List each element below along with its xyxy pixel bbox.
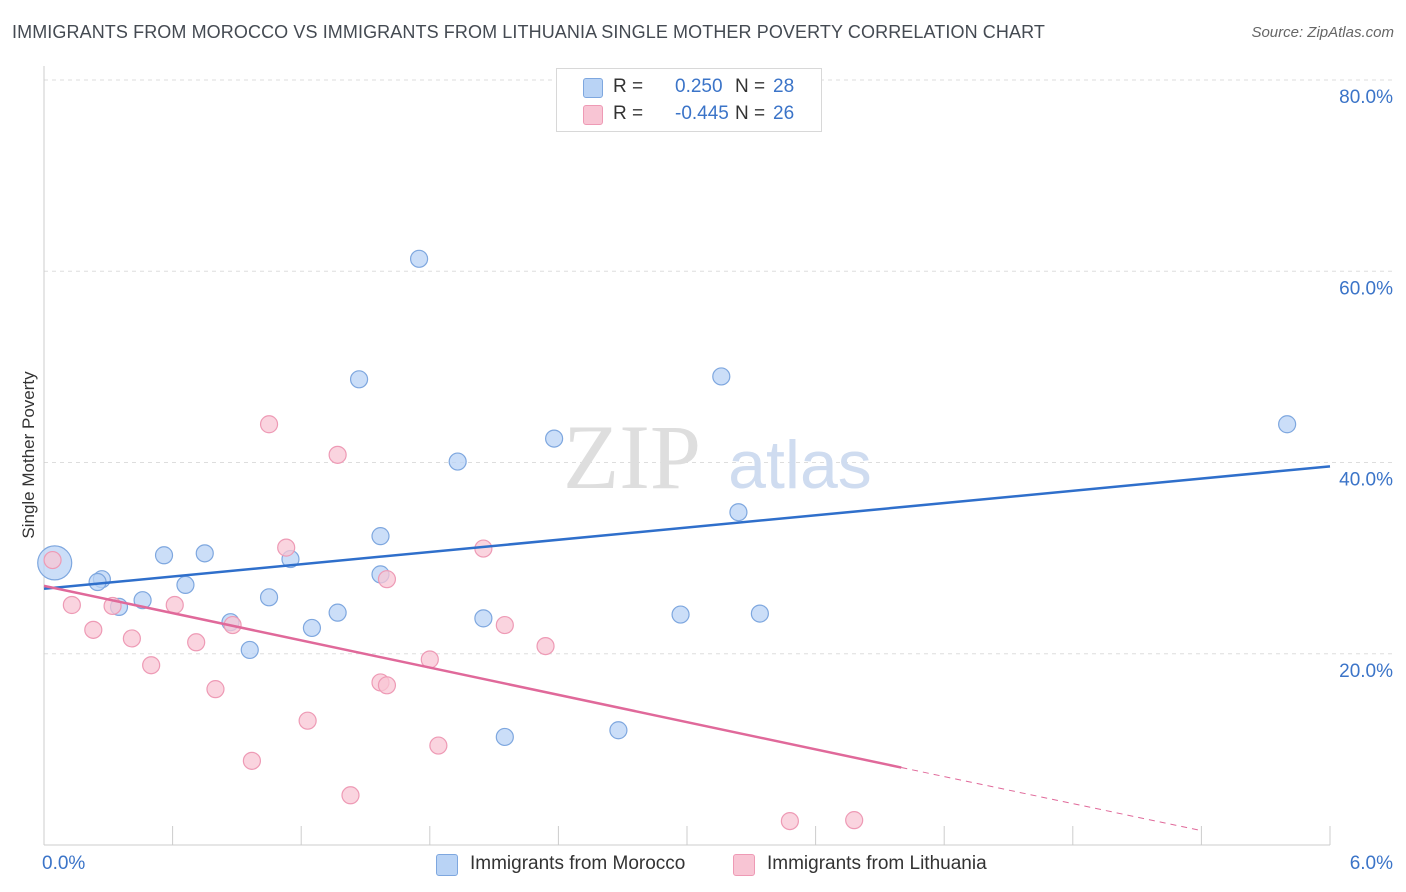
chart-title: IMMIGRANTS FROM MOROCCO VS IMMIGRANTS FR…: [12, 22, 1045, 42]
morocco-r-label: R =: [613, 76, 644, 97]
lithuania-point: [206, 680, 225, 699]
lithuania-point: [377, 676, 397, 695]
lithuania-point: [165, 595, 184, 615]
axes: [43, 66, 1331, 846]
morocco-swatch: [583, 78, 603, 98]
morocco-n-label: N =: [735, 76, 766, 97]
source-label: Source: ZipAtlas.com: [1251, 24, 1394, 41]
morocco-point: [609, 721, 628, 740]
lithuania-point: [122, 629, 141, 648]
watermark: ZIP atlas: [563, 406, 872, 508]
watermark-zip: ZIP: [563, 406, 701, 508]
data-points: [37, 249, 1297, 831]
morocco-point: [133, 591, 152, 610]
bottom-legend-morocco: Immigrants from Morocco: [436, 852, 716, 876]
lithuania-point: [377, 570, 397, 589]
morocco-point: [240, 640, 259, 660]
morocco-point: [474, 609, 493, 628]
morocco-point: [495, 727, 514, 747]
bottom-legend-lithuania: Immigrants from Lithuania: [733, 852, 1023, 876]
y-tick-label: 40.0%: [1339, 470, 1393, 491]
lithuania-r-value: -0.445: [675, 103, 729, 124]
lithuania-point: [298, 711, 317, 730]
morocco-point: [259, 588, 279, 607]
morocco-point: [750, 604, 769, 623]
tick-labels: 20.0% 40.0% 60.0% 80.0% 0.0% 6.0%: [42, 87, 1393, 874]
lithuania-point: [277, 538, 296, 557]
y-tick-label: 60.0%: [1339, 278, 1393, 299]
lithuania-trend-extension: [901, 767, 1202, 832]
lithuania-point: [142, 656, 161, 675]
morocco-trend-line: [43, 465, 1331, 590]
morocco-point: [409, 249, 429, 268]
morocco-point: [671, 605, 690, 624]
x-tick-label-min: 0.0%: [42, 853, 85, 874]
morocco-r-value: 0.250: [675, 76, 723, 97]
y-axis-label: Single Mother Poverty: [19, 371, 38, 539]
lithuania-point: [495, 615, 514, 635]
morocco-point: [1278, 415, 1297, 434]
lithuania-point: [780, 811, 799, 831]
correlation-legend: R = 0.250 N = 28 R = -0.445 N = 26: [556, 68, 822, 132]
x-tick-label-max: 6.0%: [1350, 853, 1393, 874]
grid-lines: [44, 79, 1392, 655]
lithuania-point: [62, 595, 81, 615]
lithuania-point: [43, 550, 62, 570]
lithuania-point: [84, 620, 103, 639]
morocco-point: [729, 503, 748, 522]
lithuania-point: [328, 445, 347, 464]
y-tick-label: 20.0%: [1339, 661, 1393, 682]
lithuania-r-label: R =: [613, 103, 644, 124]
morocco-point: [448, 452, 467, 471]
morocco-point: [176, 575, 195, 595]
morocco-point: [349, 370, 369, 389]
watermark-atlas: atlas: [728, 427, 872, 503]
bottom-lithuania-swatch: [733, 854, 755, 876]
lithuania-point: [187, 633, 206, 652]
lithuania-point: [429, 736, 448, 755]
bottom-lithuania-label: Immigrants from Lithuania: [767, 853, 987, 874]
lithuania-trend-line: [43, 584, 902, 769]
morocco-point: [195, 544, 214, 563]
bottom-morocco-swatch: [436, 854, 458, 876]
bottom-morocco-label: Immigrants from Morocco: [470, 853, 686, 874]
lithuania-point: [845, 811, 864, 830]
morocco-n-value: 28: [773, 76, 795, 97]
morocco-point: [154, 546, 174, 565]
lithuania-point: [259, 415, 279, 434]
lithuania-point: [536, 636, 555, 656]
lithuania-point: [242, 751, 262, 770]
lithuania-n-value: 26: [773, 103, 795, 124]
morocco-point: [371, 527, 390, 546]
lithuania-n-label: N =: [735, 103, 766, 124]
y-tick-label: 80.0%: [1339, 87, 1393, 108]
morocco-point: [545, 429, 564, 448]
morocco-point: [328, 603, 347, 622]
trend-lines: [43, 465, 1331, 832]
morocco-point: [712, 367, 731, 386]
lithuania-point: [341, 786, 360, 805]
lithuania-swatch: [583, 105, 603, 125]
morocco-point: [302, 618, 322, 638]
